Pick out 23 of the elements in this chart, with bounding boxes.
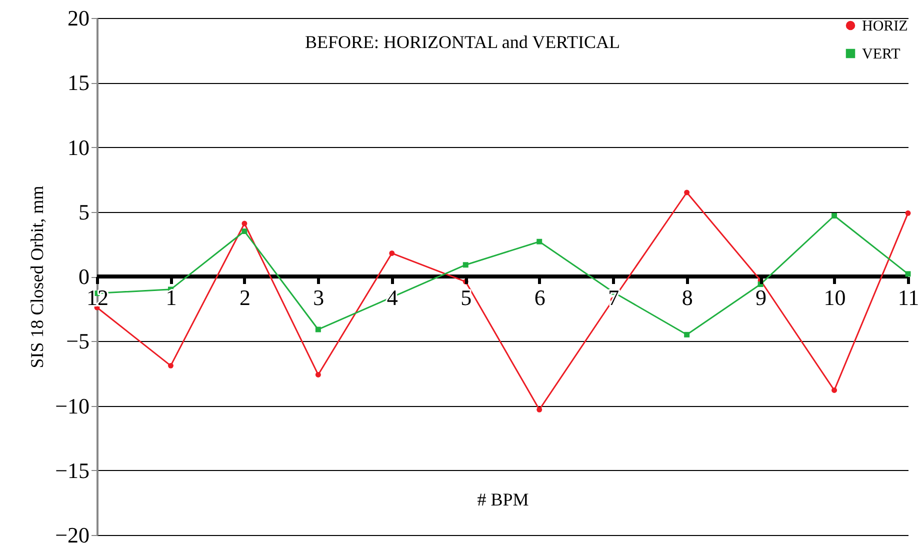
y-tick-label: 20 xyxy=(68,6,90,30)
x-tick-label: 3 xyxy=(313,285,324,310)
x-tick-label: 9 xyxy=(756,285,767,310)
y-tick-label: −20 xyxy=(55,522,90,548)
y-tick-label: 15 xyxy=(68,70,90,96)
y-tick-label: −5 xyxy=(66,328,90,354)
x-tick-label: 2 xyxy=(239,285,250,310)
y-axis-title: SIS 18 Closed Orbit, mm xyxy=(27,186,48,368)
y-tick-label: −15 xyxy=(55,458,90,483)
x-tick-label: 1 xyxy=(166,285,177,310)
legend-label: HORIZ xyxy=(862,18,908,34)
text: BEFORE: HORIZONTAL and VERTICAL xyxy=(305,32,620,52)
y-tick-label: 10 xyxy=(68,134,90,160)
x-axis-title: # BPM xyxy=(477,490,529,510)
y-tick-label: −10 xyxy=(55,393,90,418)
x-tick-label: 11 xyxy=(898,285,919,310)
x-tick-label: 5 xyxy=(460,285,472,310)
x-tick-label: 10 xyxy=(824,285,846,310)
x-tick-label: 6 xyxy=(534,285,546,310)
y-tick-label: 5 xyxy=(78,199,90,224)
x-tick-label: 8 xyxy=(682,285,693,310)
y-tick-label: 0 xyxy=(78,264,90,289)
legend-label: VERT xyxy=(862,46,900,62)
